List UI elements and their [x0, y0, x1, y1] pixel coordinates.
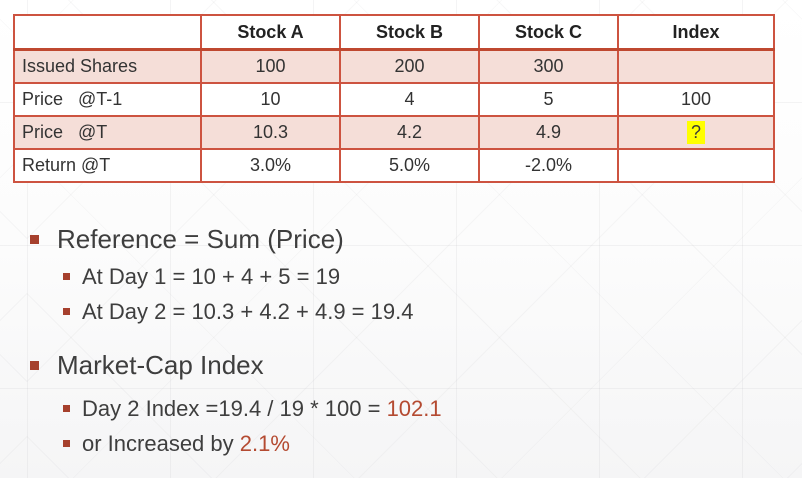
column-header-index: Index — [617, 14, 775, 51]
bullet-square-icon — [63, 405, 70, 412]
highlighted-question-mark: ? — [686, 121, 705, 144]
bullet-item-market-cap-index: Market-Cap Index — [30, 345, 775, 385]
emphasized-value: 102.1 — [386, 396, 442, 421]
table-cell: 100 — [617, 82, 775, 117]
table-cell: 3.0% — [200, 148, 341, 183]
row-label: Issued Shares — [13, 48, 202, 84]
bullet-text: Reference = Sum (Price) — [57, 224, 344, 254]
table-cell: 10.3 — [200, 115, 341, 150]
bullet-item-at-day-2: At Day 2 = 10.3 + 4.2 + 4.9 = 19.4 — [63, 294, 775, 329]
bullet-item-day-2-index: Day 2 Index =19.4 / 19 * 100 = 102.1 — [63, 391, 775, 426]
table-cell: 5.0% — [339, 148, 480, 183]
table-row-return-t: Return @T 3.0% 5.0% -2.0% — [13, 148, 775, 183]
bullet-item-at-day-1: At Day 1 = 10 + 4 + 5 = 19 — [63, 259, 775, 294]
bullet-text: At Day 2 = 10.3 + 4.2 + 4.9 = 19.4 — [82, 299, 414, 324]
table-row-price-t: Price @T 10.3 4.2 4.9 ? — [13, 115, 775, 150]
column-header-stock-b: Stock B — [339, 14, 480, 51]
stock-index-table: Stock A Stock B Stock C Index Issued Sha… — [13, 14, 775, 183]
table-cell — [617, 48, 775, 84]
column-header-stock-c: Stock C — [478, 14, 619, 51]
row-label: Price @T — [13, 115, 202, 150]
table-cell: ? — [617, 115, 775, 150]
bullet-square-icon — [63, 273, 70, 280]
corner-cell — [13, 14, 202, 51]
bullet-text: Day 2 Index =19.4 / 19 * 100 = — [82, 396, 387, 421]
table-cell: 100 — [200, 48, 341, 84]
bullet-item-increased-by: or Increased by 2.1% — [63, 426, 775, 461]
table-header-row: Stock A Stock B Stock C Index — [13, 14, 775, 51]
table-cell — [617, 148, 775, 183]
bullet-text: At Day 1 = 10 + 4 + 5 = 19 — [82, 264, 341, 289]
table-cell: 4 — [339, 82, 480, 117]
row-label: Price @T-1 — [13, 82, 202, 117]
table-cell: -2.0% — [478, 148, 619, 183]
column-header-stock-a: Stock A — [200, 14, 341, 51]
table-cell: 300 — [478, 48, 619, 84]
table-cell: 4.2 — [339, 115, 480, 150]
table-cell: 5 — [478, 82, 619, 117]
bullet-text: or Increased by — [82, 431, 240, 456]
bullet-square-icon — [63, 440, 70, 447]
bullet-square-icon — [63, 308, 70, 315]
row-label: Return @T — [13, 148, 202, 183]
bullet-text: Market-Cap Index — [57, 350, 264, 380]
table-cell: 10 — [200, 82, 341, 117]
table-cell: 200 — [339, 48, 480, 84]
bullet-item-reference: Reference = Sum (Price) — [30, 219, 775, 259]
bullet-square-icon — [30, 234, 39, 244]
table-row-price-t-1: Price @T-1 10 4 5 100 — [13, 82, 775, 117]
table-cell: 4.9 — [478, 115, 619, 150]
emphasized-value: 2.1% — [239, 431, 290, 456]
table-row-issued-shares: Issued Shares 100 200 300 — [13, 48, 775, 84]
bullet-list: Reference = Sum (Price) At Day 1 = 10 + … — [30, 219, 775, 461]
bullet-square-icon — [30, 360, 39, 370]
